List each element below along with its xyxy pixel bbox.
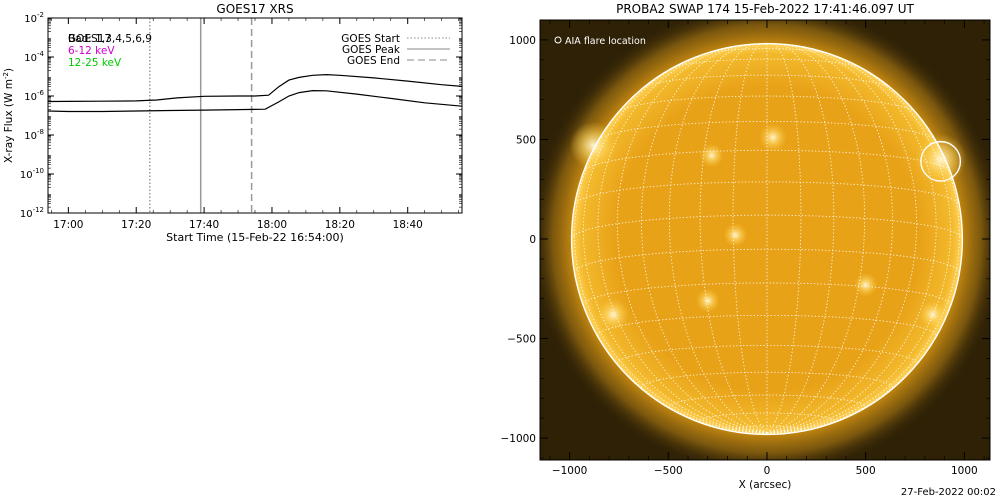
x-tick-label: 17:40 <box>189 219 219 231</box>
latitude-gridline <box>598 120 936 141</box>
swap-solar-image-plot: AIA flare location PROBA2 SWAP 174 15-Feb… <box>500 2 991 491</box>
y-tick-base: 10 <box>20 170 33 181</box>
x-tick-label: 500 <box>856 465 876 477</box>
y-tick-label: 500 <box>516 134 536 146</box>
y-tick-label: 10-12 <box>20 206 44 220</box>
image-frame <box>539 19 991 461</box>
latitude-gridline <box>699 412 835 422</box>
series-line-long <box>47 73 463 103</box>
x-tick-label: 18:00 <box>257 219 287 231</box>
longitude-gridline <box>766 45 894 434</box>
y-tick-label: 10-2 <box>24 11 44 25</box>
x-tick-label: 18:40 <box>393 219 423 231</box>
chart-title: GOES17 XRS <box>216 2 293 16</box>
legend-circle-icon <box>554 36 562 44</box>
active-region <box>597 298 629 331</box>
generation-timestamp: 27-Feb-2022 00:02 <box>900 487 996 498</box>
latitude-gridline <box>704 48 830 55</box>
y-tick-base: 10 <box>24 92 37 103</box>
y-tick-base: 10 <box>24 131 37 142</box>
active-region <box>699 143 724 168</box>
y-tick-exponent: -4 <box>37 50 45 58</box>
y-tick-label: −500 <box>507 334 536 346</box>
image-area <box>540 20 990 460</box>
legend-text: Bad: 1,3,4,5,6,9 <box>68 33 152 45</box>
active-region <box>695 288 720 313</box>
active-region <box>723 223 748 247</box>
active-region <box>569 121 617 170</box>
y-tick-exponent: -10 <box>33 167 44 175</box>
y-tick-label: 10-10 <box>20 167 44 181</box>
longitude-gridline <box>766 43 866 434</box>
longitude-gridline <box>732 43 768 434</box>
y-tick-label: 10-8 <box>24 128 44 142</box>
y-axis-label: X-ray Flux (W m-2) <box>2 68 15 163</box>
x-tick-label: 18:20 <box>325 219 355 231</box>
chart-title: PROBA2 SWAP 174 15-Feb-2022 17:41:46.097… <box>616 2 914 16</box>
longitude-gridline <box>699 43 768 434</box>
y-tick-label: 1000 <box>509 35 536 47</box>
longitude-gridline <box>766 43 802 434</box>
y-tick-label: 0 <box>529 234 536 246</box>
x-axis-label: Start Time (15-Feb-22 16:54:00) <box>166 231 344 244</box>
y-tick-label: 10-6 <box>24 89 44 103</box>
legend-event-label: GOES End <box>347 55 400 67</box>
x-axis-label: X (arcsec) <box>739 479 792 491</box>
x-tick-label: 17:00 <box>53 219 83 231</box>
longitude-gridline <box>766 238 963 434</box>
y-tick-base: 10 <box>20 209 33 220</box>
longitude-gridline <box>766 45 918 434</box>
latitude-gridline <box>597 314 937 337</box>
latitude-gridline <box>574 181 960 205</box>
solar-limb <box>570 42 964 436</box>
series-line-short <box>47 89 463 113</box>
swap-solar-image-chart: AIA flare location PROBA2 SWAP 174 15-Feb… <box>490 0 1000 500</box>
longitude-gridline <box>597 48 768 434</box>
latitude-gridline <box>574 248 960 273</box>
flare-location-marker <box>920 140 962 182</box>
longitude-gridline <box>766 43 835 434</box>
y-tick-exponent: -2 <box>37 11 44 19</box>
active-region <box>759 123 787 152</box>
active-region <box>853 272 878 297</box>
longitude-gridline <box>668 43 768 434</box>
latitude-gridline <box>672 58 862 69</box>
y-tick-exponent: -6 <box>37 89 45 97</box>
x-tick-label: −500 <box>654 465 683 477</box>
x-tick-label: 0 <box>764 465 771 477</box>
legend-text: AIA flare location <box>565 36 646 47</box>
y-tick-base: 10 <box>24 53 37 64</box>
goes-xrs-plot: GOES17 XRS10-1210-1010-810-610-410-217:0… <box>2 2 463 244</box>
legend-overlay-text: GOES17 <box>68 33 111 45</box>
legend-event-label: GOES Peak <box>342 44 401 56</box>
x-tick-label: 17:20 <box>121 219 151 231</box>
legend-text: 6-12 keV <box>68 45 115 57</box>
longitude-gridline <box>766 54 952 434</box>
goes-xrs-chart: GOES17 XRS 10-12 10-10 10-8 10-6 10-4 10-2 17:0… <box>0 0 470 260</box>
legend-text: 12-25 keV <box>68 57 122 69</box>
x-tick-label: −1000 <box>552 465 588 477</box>
longitude-gridline <box>766 48 937 434</box>
y-tick-base: 10 <box>24 14 37 25</box>
y-tick-exponent: -12 <box>33 206 44 214</box>
legend-event-label: GOES Start <box>341 33 400 45</box>
y-tick-label: 10-4 <box>24 50 44 64</box>
longitude-gridline <box>640 45 768 434</box>
y-tick-exponent: -8 <box>37 128 44 136</box>
y-tick-label: −1000 <box>500 433 536 445</box>
x-tick-label: 1000 <box>951 465 978 477</box>
